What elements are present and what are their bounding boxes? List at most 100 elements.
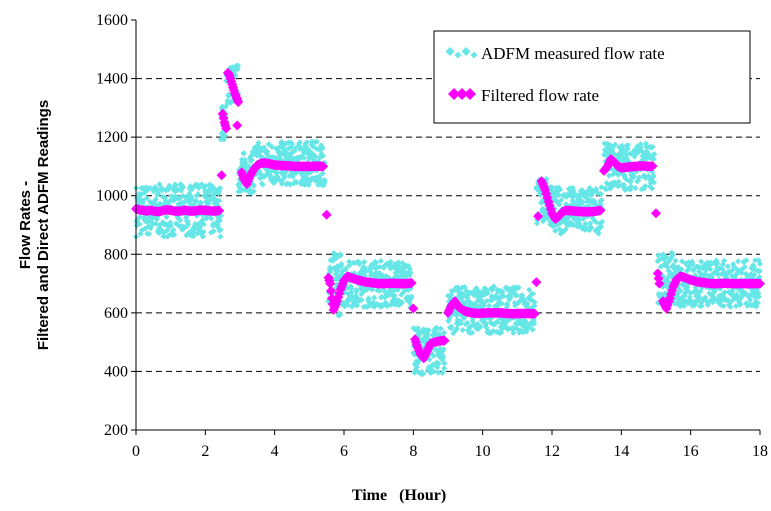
adfm-point — [484, 290, 491, 297]
y-tick-label: 1200 — [96, 129, 128, 146]
legend-marker-adfm — [445, 47, 478, 59]
adfm-point — [303, 139, 310, 146]
adfm-point — [598, 218, 605, 225]
adfm-point — [499, 325, 506, 332]
adfm-point — [631, 173, 638, 180]
adfm-point — [176, 195, 183, 202]
adfm-point — [669, 252, 676, 259]
legend: ADFM measured flow rate Filtered flow ra… — [433, 30, 751, 124]
adfm-point — [632, 184, 639, 191]
adfm-point — [149, 216, 156, 223]
adfm-point — [721, 289, 728, 296]
adfm-point — [171, 231, 178, 238]
adfm-point — [333, 255, 340, 262]
adfm-point — [698, 258, 705, 265]
adfm-point — [281, 174, 288, 181]
adfm-point — [743, 257, 750, 264]
adfm-point — [319, 145, 326, 152]
filtered-point — [232, 120, 243, 131]
adfm-point — [756, 274, 763, 281]
adfm-point — [655, 252, 662, 259]
adfm-point — [190, 233, 197, 240]
adfm-point — [598, 223, 605, 230]
adfm-point — [354, 302, 361, 309]
adfm-point — [498, 300, 505, 307]
x-tick-label: 16 — [683, 443, 699, 460]
adfm-point — [519, 292, 526, 299]
adfm-point — [166, 182, 173, 189]
adfm-point — [720, 302, 727, 309]
adfm-point — [197, 224, 204, 231]
filtered-point — [654, 278, 665, 289]
adfm-point — [441, 360, 448, 367]
adfm-point — [477, 323, 484, 330]
adfm-point — [136, 213, 143, 220]
adfm-point — [420, 370, 427, 377]
filtered-point — [408, 303, 419, 314]
adfm-point — [200, 228, 207, 235]
adfm-point — [480, 302, 487, 309]
adfm-point — [649, 144, 656, 151]
filtered-point — [529, 308, 540, 319]
adfm-point — [358, 297, 365, 304]
adfm-point — [548, 184, 555, 191]
adfm-point — [216, 197, 223, 204]
adfm-point — [165, 186, 172, 193]
adfm-point — [485, 302, 492, 309]
y-tick-label: 800 — [104, 246, 128, 263]
adfm-point — [603, 186, 610, 193]
adfm-point — [678, 266, 685, 273]
adfm-point — [180, 183, 187, 190]
adfm-point — [319, 170, 326, 177]
adfm-point — [440, 353, 447, 360]
filtered-point — [216, 170, 227, 181]
adfm-point — [474, 320, 481, 327]
adfm-point — [681, 303, 688, 310]
adfm-point — [348, 289, 355, 296]
adfm-point — [217, 233, 224, 240]
filtered-point — [595, 205, 606, 216]
adfm-point — [650, 156, 657, 163]
adfm-point — [459, 327, 466, 334]
adfm-point — [373, 259, 380, 266]
adfm-point — [217, 185, 224, 192]
axes — [131, 19, 761, 435]
y-tick-label: 1600 — [96, 12, 128, 29]
x-tick-label: 6 — [340, 443, 348, 460]
adfm-point — [677, 287, 684, 294]
adfm-point — [143, 195, 150, 202]
adfm-point — [637, 145, 644, 152]
adfm-point — [457, 320, 464, 327]
adfm-point — [524, 301, 531, 308]
x-tick-label: 18 — [752, 443, 768, 460]
adfm-point — [161, 233, 168, 240]
adfm-point — [407, 269, 414, 276]
adfm-point — [440, 329, 447, 336]
filtered-point — [326, 285, 336, 296]
adfm-point — [413, 363, 420, 370]
adfm-point — [362, 267, 369, 274]
adfm-point — [507, 294, 514, 301]
adfm-point — [469, 329, 476, 336]
legend-marker-filtered — [448, 88, 476, 100]
adfm-point — [217, 226, 224, 233]
adfm-point — [732, 303, 739, 310]
adfm-point — [576, 216, 583, 223]
adfm-point — [735, 258, 742, 265]
adfm-point — [337, 251, 344, 258]
adfm-point — [197, 199, 204, 206]
adfm-point — [556, 201, 563, 208]
adfm-point — [342, 265, 349, 272]
adfm-point — [408, 293, 415, 300]
adfm-point — [219, 103, 226, 110]
adfm-point — [448, 291, 455, 298]
adfm-point — [279, 177, 286, 184]
adfm-point — [627, 183, 634, 190]
filtered-point — [533, 211, 544, 222]
adfm-point — [391, 292, 398, 299]
adfm-point — [250, 188, 257, 195]
adfm-point — [612, 141, 619, 148]
adfm-point — [707, 266, 714, 273]
adfm-point — [499, 288, 506, 295]
legend-label-filtered: Filtered flow rate — [481, 86, 599, 105]
